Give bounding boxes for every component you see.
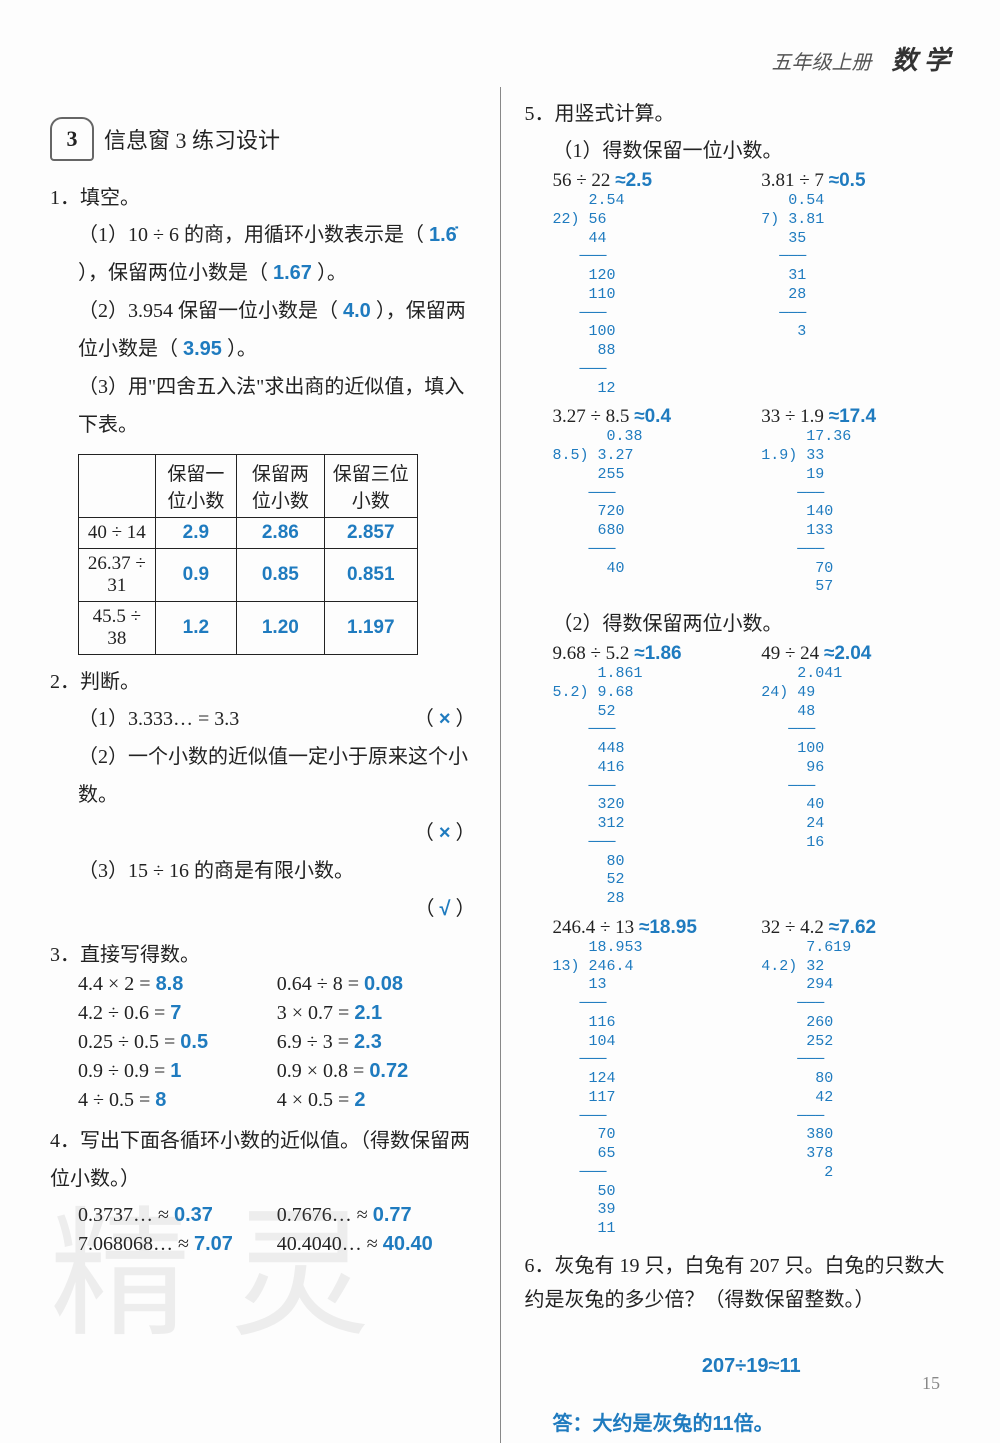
longdiv-cell: 246.4 ÷ 13 ≈18.95 18.953 13) 246.4 13 ──… [553, 917, 742, 1239]
longdiv-cell: 32 ÷ 4.2 ≈7.62 7.619 4.2) 32 294 ─── 260… [761, 917, 950, 1239]
q6-title: 6．灰兔有 19 只，白兔有 207 只。白兔的只数大约是灰兔的多少倍？（得数保… [525, 1249, 951, 1317]
section-number-icon: 3 [50, 117, 94, 161]
grade-label: 五年级上册 [771, 52, 871, 74]
calc-item: 6.9 ÷ 3 = 2.3 [277, 1031, 476, 1054]
calc-item: 4.4 × 2 = 8.8 [78, 973, 277, 996]
approx-item: 0.3737… ≈ 0.37 [78, 1204, 277, 1227]
page-number: 15 [922, 1373, 940, 1394]
q1-a1: 1.6̇ [429, 224, 457, 246]
q1-p3: （3）用"四舍五入法"求出商的近似值，填入下表。 [78, 368, 476, 444]
longdiv-cell: 49 ÷ 24 ≈2.04 2.041 24) 49 48 ─── 100 96… [761, 643, 950, 909]
q5-group2: 9.68 ÷ 5.2 ≈1.86 1.861 5.2) 9.68 52 ─── … [525, 643, 951, 1239]
q3-title: 3．直接写得数。 [50, 938, 476, 967]
q2-item: （2）一个小数的近似值一定小于原来这个小数。 （ × ） [78, 738, 476, 852]
approx-item: 40.4040… ≈ 40.40 [277, 1233, 476, 1256]
q5-title: 5．用竖式计算。 [525, 97, 951, 126]
left-column: 3 信息窗 3 练习设计 1．填空。 （1）10 ÷ 6 的商，用循环小数表示是… [50, 87, 476, 1443]
calc-item: 0.9 × 0.8 = 0.72 [277, 1060, 476, 1083]
longdiv-row: 56 ÷ 22 ≈2.5 2.54 22) 56 44 ─── 120 110 … [553, 170, 951, 398]
longdiv-cell: 9.68 ÷ 5.2 ≈1.86 1.861 5.2) 9.68 52 ─── … [553, 643, 742, 909]
longdiv-row: 3.27 ÷ 8.5 ≈0.4 0.38 8.5) 3.27 255 ─── 7… [553, 406, 951, 597]
section-header: 3 信息窗 3 练习设计 [50, 117, 476, 161]
longdiv-row: 9.68 ÷ 5.2 ≈1.86 1.861 5.2) 9.68 52 ─── … [553, 643, 951, 909]
approx-item: 7.068068… ≈ 7.07 [78, 1233, 277, 1256]
q1-a2: 1.67 [273, 262, 312, 284]
q2-item: （1）3.333… = 3.3 （ × ） [78, 700, 476, 738]
q1-title: 1．填空。 [50, 181, 476, 210]
right-column: 5．用竖式计算。 （1）得数保留一位小数。 56 ÷ 22 ≈2.5 2.54 … [525, 87, 951, 1443]
subject-label: 数 学 [891, 46, 950, 75]
q1-table: 保留一位小数 保留两位小数 保留三位小数 40 ÷ 14 2.9 2.86 2.… [78, 454, 418, 655]
q2-item: （3）15 ÷ 16 的商是有限小数。 （ √ ） [78, 852, 476, 928]
q6-work: 207÷19≈11 [553, 1347, 951, 1385]
approx-item: 0.7676… ≈ 0.77 [277, 1204, 476, 1227]
longdiv-cell: 33 ÷ 1.9 ≈17.4 17.36 1.9) 33 19 ─── 140 … [761, 406, 950, 597]
calc-item: 4 ÷ 0.5 = 8 [78, 1089, 277, 1112]
q2-title: 2．判断。 [50, 665, 476, 694]
q5-group1: 56 ÷ 22 ≈2.5 2.54 22) 56 44 ─── 120 110 … [525, 170, 951, 597]
q4-title: 4．写出下面各循环小数的近似值。（得数保留两位小数。） [50, 1122, 476, 1198]
longdiv-cell: 56 ÷ 22 ≈2.5 2.54 22) 56 44 ─── 120 110 … [553, 170, 742, 398]
longdiv-cell: 3.81 ÷ 7 ≈0.5 0.54 7) 3.81 35 ─── 31 28 … [761, 170, 950, 398]
page-header: 五年级上册 数 学 [50, 40, 950, 77]
calc-item: 4 × 0.5 = 2 [277, 1089, 476, 1112]
calc-item: 0.64 ÷ 8 = 0.08 [277, 973, 476, 996]
longdiv-cell: 3.27 ÷ 8.5 ≈0.4 0.38 8.5) 3.27 255 ─── 7… [553, 406, 742, 597]
q3-grid: 4.4 × 2 = 8.80.64 ÷ 8 = 0.084.2 ÷ 0.6 = … [78, 973, 476, 1112]
calc-item: 3 × 0.7 = 2.1 [277, 1002, 476, 1025]
table-row: 40 ÷ 14 2.9 2.86 2.857 [79, 518, 418, 549]
q5-sub1: （1）得数保留一位小数。 [553, 132, 951, 170]
longdiv-row: 246.4 ÷ 13 ≈18.95 18.953 13) 246.4 13 ──… [553, 917, 951, 1239]
q1-p1: （1）10 ÷ 6 的商，用循环小数表示是（ 1.6̇ ），保留两位小数是（ 1… [78, 216, 476, 292]
table-row: 45.5 ÷ 38 1.2 1.20 1.197 [79, 602, 418, 655]
section-title: 信息窗 3 练习设计 [104, 123, 280, 155]
q4-grid: 0.3737… ≈ 0.370.7676… ≈ 0.777.068068… ≈ … [78, 1204, 476, 1256]
table-row: 26.37 ÷ 31 0.9 0.85 0.851 [79, 549, 418, 602]
calc-item: 0.9 ÷ 0.9 = 1 [78, 1060, 277, 1083]
q5-sub2: （2）得数保留两位小数。 [553, 605, 951, 643]
q1-p2: （2）3.954 保留一位小数是（ 4.0 ），保留两位小数是（ 3.95 ）。 [78, 292, 476, 368]
column-divider [500, 87, 501, 1443]
calc-item: 4.2 ÷ 0.6 = 7 [78, 1002, 277, 1025]
calc-item: 0.25 ÷ 0.5 = 0.5 [78, 1031, 277, 1054]
